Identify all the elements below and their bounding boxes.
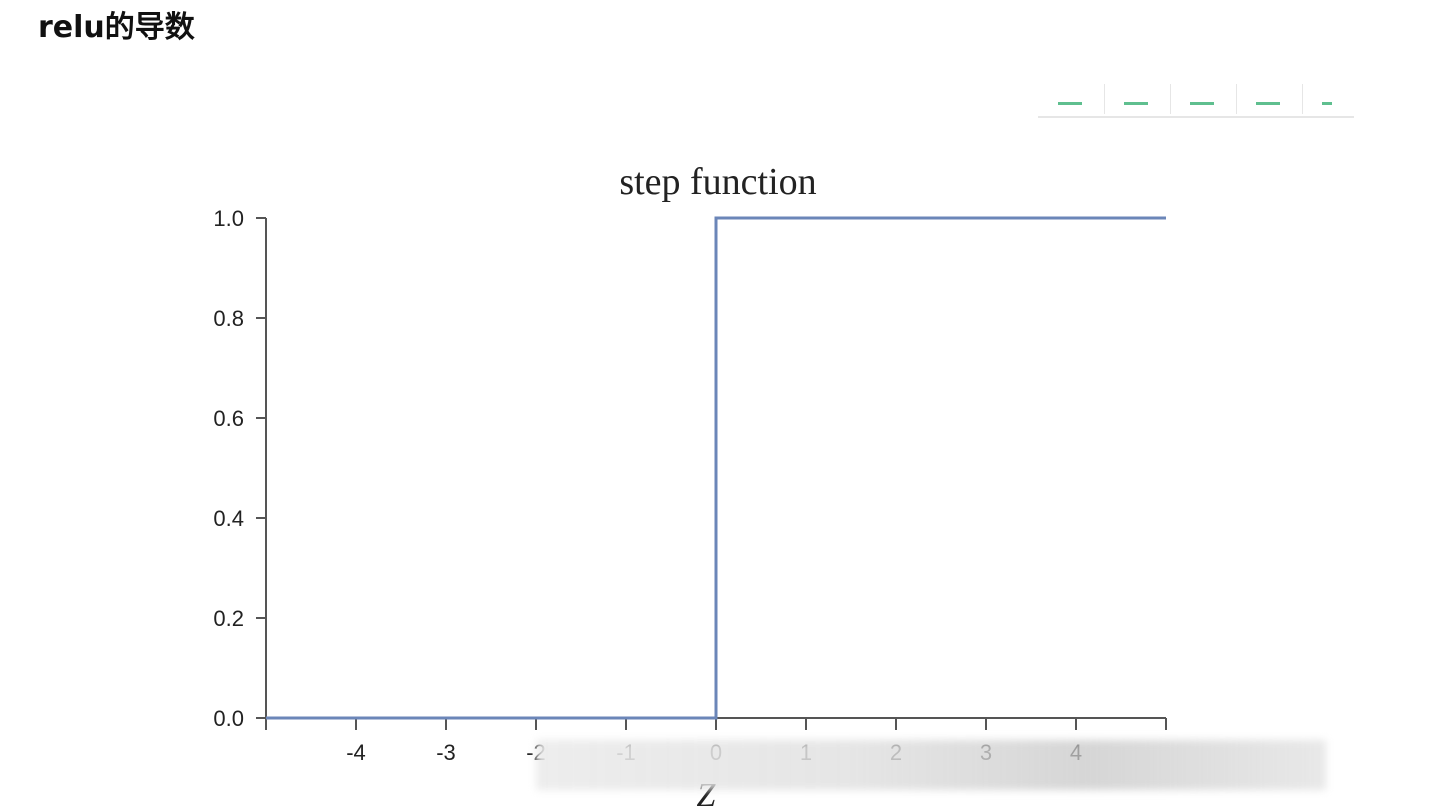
page-heading: relu的导数	[38, 10, 195, 45]
panel-icon[interactable]	[1256, 90, 1280, 105]
toolbar-divider	[1170, 84, 1171, 114]
step-function-line	[266, 216, 1166, 720]
y-tick-label: 0.6	[213, 406, 244, 431]
y-tick-label: 0.0	[213, 706, 244, 731]
y-tick-label: 1.0	[213, 206, 244, 231]
series	[266, 216, 1166, 720]
chart-title: step function	[619, 161, 816, 203]
toolbar-divider	[1236, 84, 1237, 114]
x-tick-label: -3	[436, 740, 456, 765]
toolbar-divider	[1302, 84, 1303, 114]
y-tick-label: 0.4	[213, 506, 244, 531]
columns-icon[interactable]	[1124, 90, 1148, 105]
grid-icon[interactable]	[1190, 90, 1214, 105]
y-ticks: 0.0 0.2 0.4 0.6 0.8 1.0	[213, 206, 266, 731]
table-icon[interactable]	[1058, 90, 1082, 105]
toolbar-divider	[1104, 84, 1105, 114]
x-tick-label: -4	[346, 740, 366, 765]
toolbar-fragment	[1038, 84, 1354, 118]
more-icon[interactable]	[1322, 90, 1332, 105]
y-tick-label: 0.2	[213, 606, 244, 631]
blurred-caption-overlay	[536, 740, 1326, 790]
y-tick-label: 0.8	[213, 306, 244, 331]
